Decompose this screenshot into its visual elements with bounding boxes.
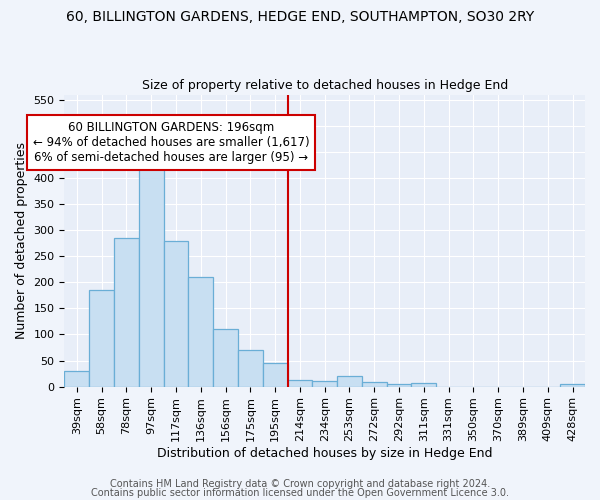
Y-axis label: Number of detached properties: Number of detached properties	[15, 142, 28, 339]
Bar	[313, 382, 337, 386]
Bar	[337, 376, 362, 386]
Bar	[114, 238, 139, 386]
Text: Contains HM Land Registry data © Crown copyright and database right 2024.: Contains HM Land Registry data © Crown c…	[110, 479, 490, 489]
Bar	[213, 329, 238, 386]
Text: 60, BILLINGTON GARDENS, HEDGE END, SOUTHAMPTON, SO30 2RY: 60, BILLINGTON GARDENS, HEDGE END, SOUTH…	[66, 10, 534, 24]
Bar	[386, 384, 412, 386]
Bar	[287, 380, 313, 386]
Bar	[89, 290, 114, 386]
Title: Size of property relative to detached houses in Hedge End: Size of property relative to detached ho…	[142, 79, 508, 92]
Text: 60 BILLINGTON GARDENS: 196sqm
← 94% of detached houses are smaller (1,617)
6% of: 60 BILLINGTON GARDENS: 196sqm ← 94% of d…	[32, 120, 310, 164]
Bar	[362, 382, 386, 386]
Bar	[139, 152, 164, 386]
Bar	[164, 240, 188, 386]
Bar	[412, 384, 436, 386]
X-axis label: Distribution of detached houses by size in Hedge End: Distribution of detached houses by size …	[157, 447, 493, 460]
Bar	[188, 277, 213, 386]
Bar	[560, 384, 585, 386]
Bar	[64, 371, 89, 386]
Text: Contains public sector information licensed under the Open Government Licence 3.: Contains public sector information licen…	[91, 488, 509, 498]
Bar	[238, 350, 263, 387]
Bar	[263, 363, 287, 386]
